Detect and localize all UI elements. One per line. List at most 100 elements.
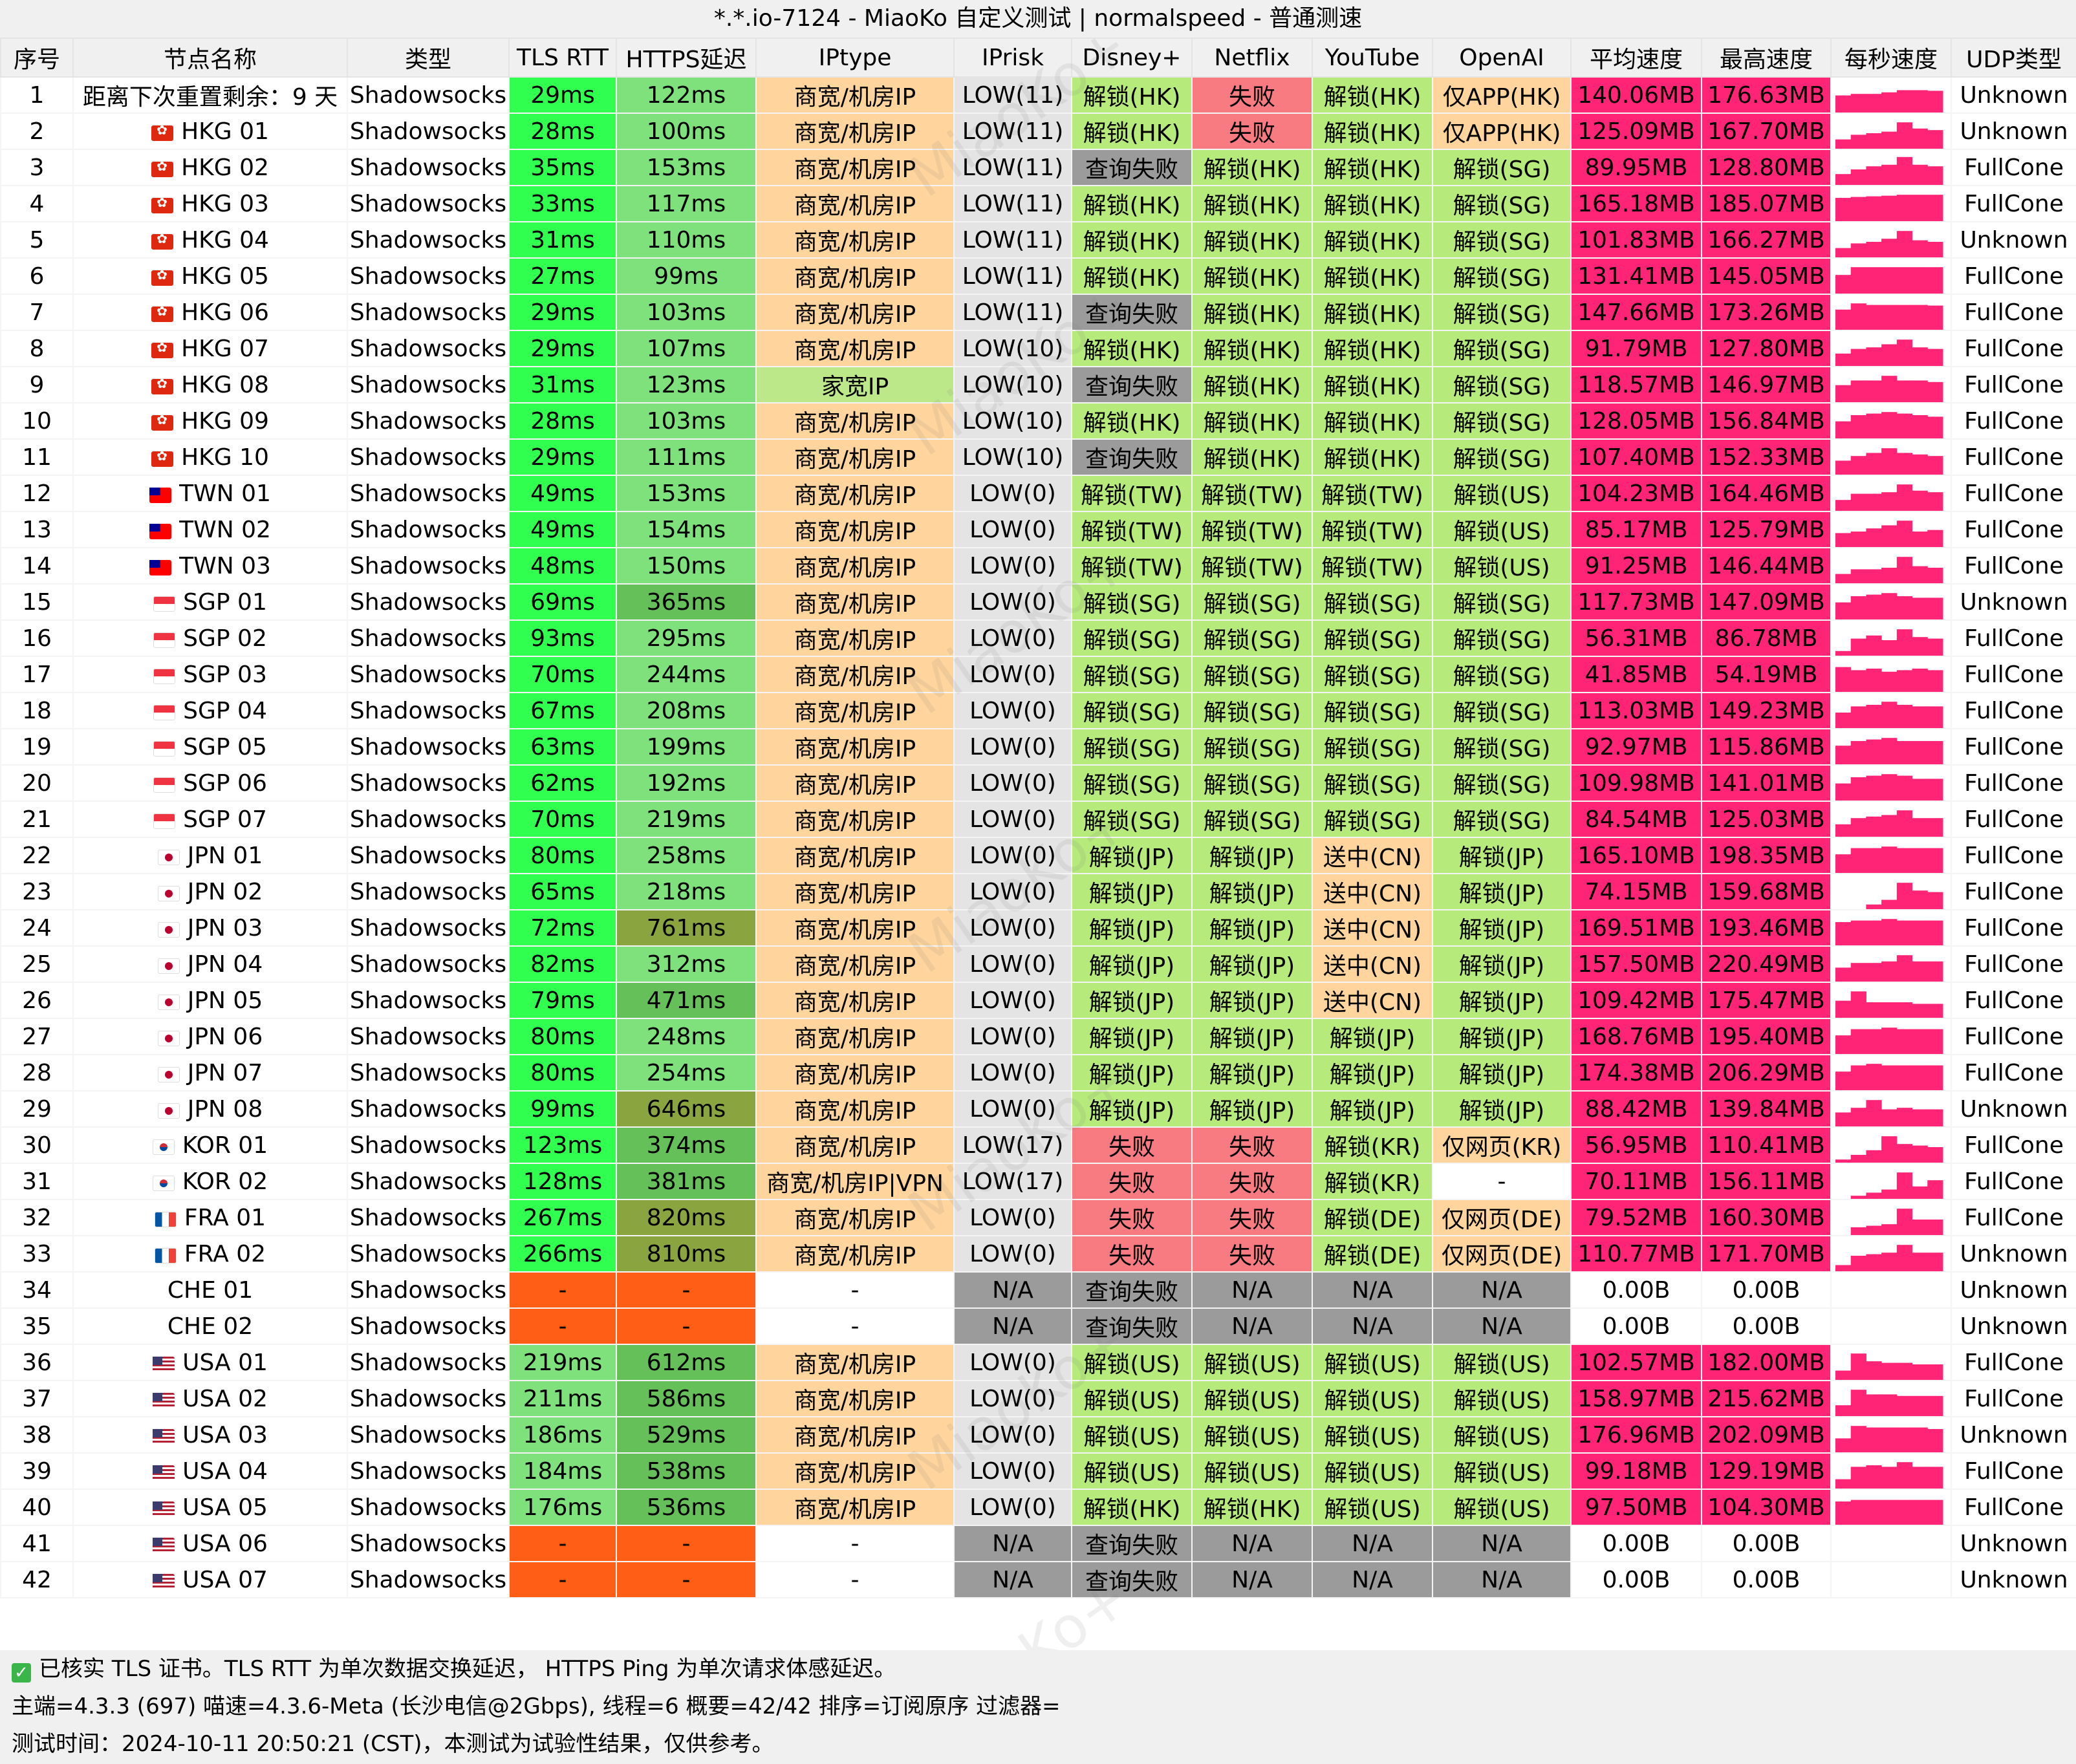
netflix-cell: 解锁(HK) (1191, 366, 1313, 403)
table-row[interactable]: 3 HKG 02 Shadowsocks35ms153ms商宽/机房IPLOW(11… (0, 149, 2076, 186)
speed-bar (1881, 702, 1898, 727)
col-seq-header[interactable]: 序号 (0, 38, 74, 78)
table-row[interactable]: 18 SGP 04 Shadowsocks 67ms 208ms 商宽/机房IP LOW(0… (0, 692, 2076, 729)
table-row[interactable]: 14 TWN 03 Shadowsocks 48ms 150ms 商宽/机房IP LOW(0… (0, 547, 2076, 585)
table-row[interactable]: 5 HKG 04 Shadowsocks31ms110ms商宽/机房IPLOW(11… (0, 221, 2076, 259)
table-row[interactable]: 29 JPN 08 Shadowsocks 99ms 646ms 商宽/机房IP LOW(0… (0, 1090, 2076, 1128)
table-row[interactable]: 31 KOR 02 Shadowsocks 128ms 381ms 商宽/机房IP|VPN… (0, 1163, 2076, 1200)
col-iprisk-header[interactable]: IPrisk (953, 38, 1072, 78)
speed-bar (1896, 629, 1913, 655)
openai-cell: 解锁(SG) (1432, 257, 1572, 295)
table-row[interactable]: 17 SGP 03 Shadowsocks 70ms 244ms 商宽/机房IP LOW(0… (0, 656, 2076, 693)
speed-bar (1912, 637, 1928, 655)
col-per-second-speed-header[interactable]: 每秒速度 (1830, 38, 1952, 78)
table-row[interactable]: 9 HKG 08 Shadowsocks31ms123ms家宽IPLOW(10)查询… (0, 366, 2076, 403)
table-row[interactable]: 4 HKG 03 Shadowsocks33ms117ms商宽/机房IPLOW(11… (0, 185, 2076, 222)
netflix-cell: 解锁(JP) (1191, 909, 1313, 947)
speed-bar (1866, 594, 1882, 619)
table-row[interactable]: 19 SGP 05 Shadowsocks 63ms 199ms 商宽/机房IP LOW(0… (0, 728, 2076, 766)
col-openai-header[interactable]: OpenAI (1432, 38, 1572, 78)
table-row[interactable]: 32 FRA 01 Shadowsocks 267ms 820ms 商宽/机房IP LOW(… (0, 1199, 2076, 1236)
table-row[interactable]: 7 HKG 06 Shadowsocks29ms103ms商宽/机房IPLOW(11… (0, 294, 2076, 331)
table-row[interactable]: 15 SGP 01 Shadowsocks 69ms 365ms 商宽/机房IP LOW(0… (0, 583, 2076, 621)
table-row[interactable]: 33 FRA 02 Shadowsocks 266ms 810ms 商宽/机房IP LOW(… (0, 1235, 2076, 1273)
speed-bar (1927, 349, 1943, 365)
table-row[interactable]: 20 SGP 06 Shadowsocks 62ms 192ms 商宽/机房IP LOW(0… (0, 764, 2076, 802)
speed-bar (1850, 532, 1866, 546)
disney-cell: 解锁(SG) (1071, 801, 1193, 838)
avg-speed-cell: 89.95MB (1570, 149, 1702, 186)
col-netflix-header[interactable]: Netflix (1191, 38, 1313, 78)
col-max-speed-header[interactable]: 最高速度 (1701, 38, 1832, 78)
max-speed-cell: 185.07MB (1701, 185, 1832, 222)
table-row[interactable]: 11 HKG 10 Shadowsocks29ms111ms商宽/机房IPLOW(1… (0, 438, 2076, 476)
tls-rtt-cell: 211ms (508, 1380, 617, 1417)
iprisk-cell: LOW(0) (953, 547, 1072, 585)
table-row[interactable]: 37 USA 02 Shadowsocks 211ms 586ms 商宽/机房IP LOW(… (0, 1380, 2076, 1417)
max-speed-cell: 171.70MB (1701, 1235, 1832, 1273)
iptype-cell: 商宽/机房IP (755, 221, 955, 259)
speed-bar (1850, 134, 1866, 148)
disney-cell: 解锁(SG) (1071, 619, 1193, 657)
disney-cell: 解锁(HK) (1071, 185, 1193, 222)
node-name: HKG 06 (181, 299, 269, 326)
col-udp-type-header[interactable]: UDP类型 (1951, 38, 2076, 78)
table-row[interactable]: 42 USA 07 Shadowsocks - - - N/A 查询失败 N/A N/A N/A 0.… (0, 1561, 2076, 1598)
table-row[interactable]: 34 CHE 01 Shadowsocks - - - N/A 查询失败 N/A N/A N/A 0.… (0, 1271, 2076, 1309)
speed-bar (1850, 493, 1866, 510)
table-row[interactable]: 23 JPN 02 Shadowsocks 65ms 218ms 商宽/机房IP LOW(0… (0, 873, 2076, 910)
col-youtube-header[interactable]: YouTube (1312, 38, 1433, 78)
table-row[interactable]: 36 USA 01 Shadowsocks 219ms 612ms 商宽/机房IP LOW(… (0, 1344, 2076, 1381)
table-row[interactable]: 26 JPN 05 Shadowsocks 79ms 471ms 商宽/机房IP LOW(0… (0, 982, 2076, 1019)
node-name-cell: JPN 06 (72, 1018, 348, 1055)
table-row[interactable]: 40 USA 05 Shadowsocks 176ms 536ms 商宽/机房IP LOW(… (0, 1489, 2076, 1526)
speed-bar (1881, 376, 1898, 402)
table-row[interactable]: 13 TWN 02 Shadowsocks 49ms 154ms 商宽/机房IP LOW(0… (0, 511, 2076, 548)
tls-rtt-cell: 29ms (508, 438, 617, 476)
speed-bar (1896, 848, 1913, 872)
table-row[interactable]: 10 HKG 09 Shadowsocks28ms103ms商宽/机房IPLOW(1… (0, 402, 2076, 440)
col-iptype-header[interactable]: IPtype (755, 38, 955, 78)
netflix-cell: 解锁(JP) (1191, 1090, 1313, 1128)
col-node-name-header[interactable]: 节点名称 (72, 38, 348, 78)
table-row[interactable]: 8 HKG 07 Shadowsocks29ms107ms商宽/机房IPLOW(10… (0, 330, 2076, 367)
seq-cell: 20 (0, 764, 74, 802)
openai-cell: 解锁(SG) (1432, 330, 1572, 367)
table-row[interactable]: 25 JPN 04 Shadowsocks 82ms 312ms 商宽/机房IP LOW(0… (0, 945, 2076, 983)
table-row[interactable]: 28 JPN 07 Shadowsocks 80ms 254ms 商宽/机房IP LOW(0… (0, 1054, 2076, 1092)
table-row[interactable]: 16 SGP 02 Shadowsocks 93ms 295ms 商宽/机房IP LOW(0… (0, 619, 2076, 657)
table-row[interactable]: 1 距离下次重置剩余：9 天 Shadowsocks 29ms 122ms 商宽/机房IP… (0, 76, 2076, 114)
table-row[interactable]: 2 HKG 01 Shadowsocks28ms100ms商宽/机房IPLOW(11… (0, 113, 2076, 150)
table-row[interactable]: 41 USA 06 Shadowsocks - - - N/A 查询失败 N/A N/A N/A 0.… (0, 1525, 2076, 1562)
table-row[interactable]: 22 JPN 01 Shadowsocks 80ms 258ms 商宽/机房IP LOW(0… (0, 837, 2076, 874)
table-row[interactable]: 12 TWN 01 Shadowsocks 49ms 153ms 商宽/机房IP LOW(0… (0, 475, 2076, 512)
node-name: KOR 01 (182, 1132, 268, 1159)
speed-bar (1896, 380, 1913, 402)
seq-cell: 23 (0, 873, 74, 910)
speed-sparkline (1835, 919, 1943, 945)
col-avg-speed-header[interactable]: 平均速度 (1570, 38, 1702, 78)
table-row[interactable]: 38 USA 03 Shadowsocks 186ms 529ms 商宽/机房IP LOW(… (0, 1416, 2076, 1454)
col-type-header[interactable]: 类型 (347, 38, 510, 78)
udp-type-cell: FullCone (1951, 475, 2076, 512)
youtube-cell: 解锁(TW) (1312, 475, 1433, 512)
speed-bar (1927, 1500, 1943, 1524)
iptype-cell: 商宽/机房IP (755, 438, 955, 476)
col-disney-header[interactable]: Disney+ (1071, 38, 1193, 78)
table-row[interactable]: 35 CHE 02 Shadowsocks - - - N/A 查询失败 N/A N/A N/A 0.… (0, 1307, 2076, 1345)
openai-cell: 仅APP(HK) (1432, 113, 1572, 150)
table-row[interactable]: 24 JPN 03 Shadowsocks 72ms 761ms 商宽/机房IP LOW(0… (0, 909, 2076, 947)
table-row[interactable]: 27 JPN 06 Shadowsocks 80ms 248ms 商宽/机房IP LOW(0… (0, 1018, 2076, 1055)
table-row[interactable]: 21 SGP 07 Shadowsocks 70ms 219ms 商宽/机房IP LOW(0… (0, 801, 2076, 838)
speed-bar (1866, 920, 1882, 945)
type-cell: Shadowsocks (347, 909, 510, 947)
node-name-cell: HKG 02 (72, 149, 348, 186)
col-tls-rtt-header[interactable]: TLS RTT (508, 38, 617, 78)
col-https-latency-header[interactable]: HTTPS延迟 (616, 38, 757, 78)
max-speed-cell: 125.79MB (1701, 511, 1832, 548)
table-row[interactable]: 6 HKG 05 Shadowsocks27ms99ms商宽/机房IPLOW(11)… (0, 257, 2076, 295)
table-row[interactable]: 30 KOR 01 Shadowsocks 123ms 374ms 商宽/机房IP LOW(… (0, 1126, 2076, 1164)
https-latency-cell: 110ms (616, 221, 757, 259)
iprisk-cell: LOW(0) (953, 945, 1072, 983)
table-row[interactable]: 39 USA 04 Shadowsocks 184ms 538ms 商宽/机房IP LOW(… (0, 1452, 2076, 1490)
